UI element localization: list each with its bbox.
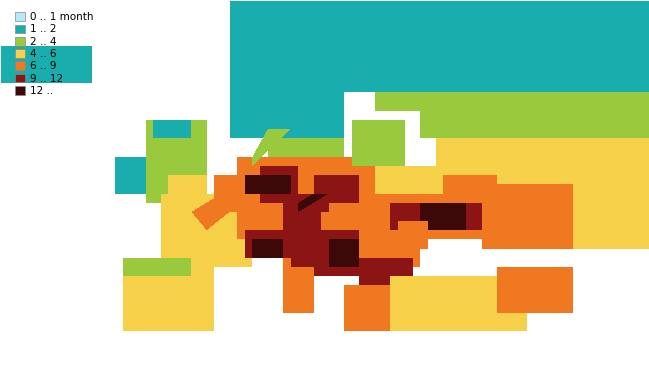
Legend: 0 .. 1 month, 1 .. 2, 2 .. 4, 4 .. 6, 6 .. 9, 9 .. 12, 12 ..: 0 .. 1 month, 1 .. 2, 2 .. 4, 4 .. 6, 6 … xyxy=(12,9,97,99)
